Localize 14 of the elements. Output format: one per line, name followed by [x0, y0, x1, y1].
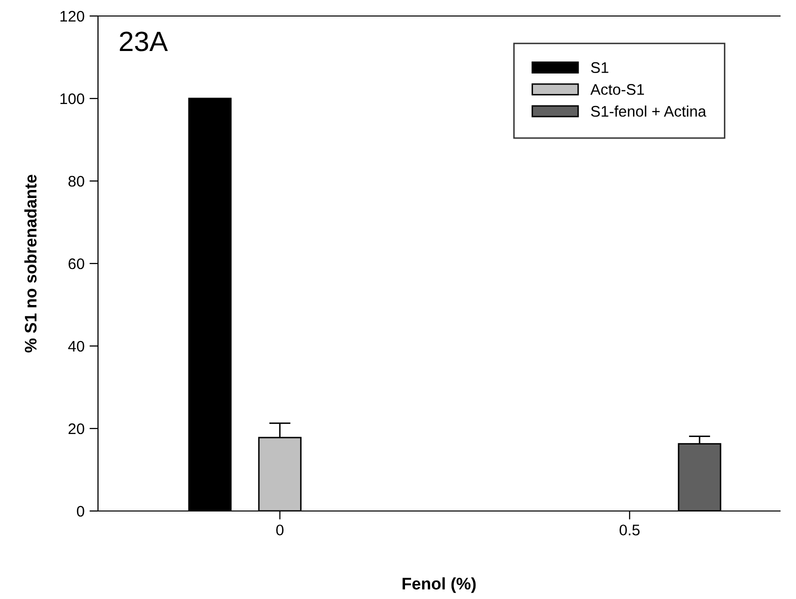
y-tick-label: 60	[68, 258, 84, 270]
y-tick-label: 0	[76, 506, 84, 517]
y-tick-label: 20	[68, 423, 84, 434]
y-tick-label: 80	[68, 176, 84, 187]
y-tick-label: 120	[60, 10, 84, 22]
y-tick-label: 40	[68, 340, 84, 352]
x-axis-title: Fenol (%)	[402, 577, 476, 593]
annotation: 23A	[120, 32, 168, 52]
legend-label: S1	[591, 62, 608, 73]
legend-label: S1-fenol + Actina	[591, 106, 706, 117]
legend-label: Acto-S1	[590, 84, 644, 95]
y-tick-label: 100	[60, 93, 84, 104]
x-tick-label: 0.5	[620, 524, 640, 536]
y-axis-title: % S1 no sobrenadante	[24, 174, 37, 352]
